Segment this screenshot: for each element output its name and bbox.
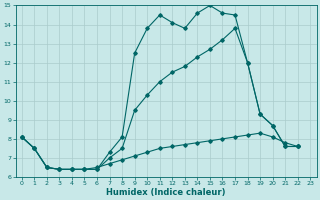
X-axis label: Humidex (Indice chaleur): Humidex (Indice chaleur) bbox=[106, 188, 226, 197]
